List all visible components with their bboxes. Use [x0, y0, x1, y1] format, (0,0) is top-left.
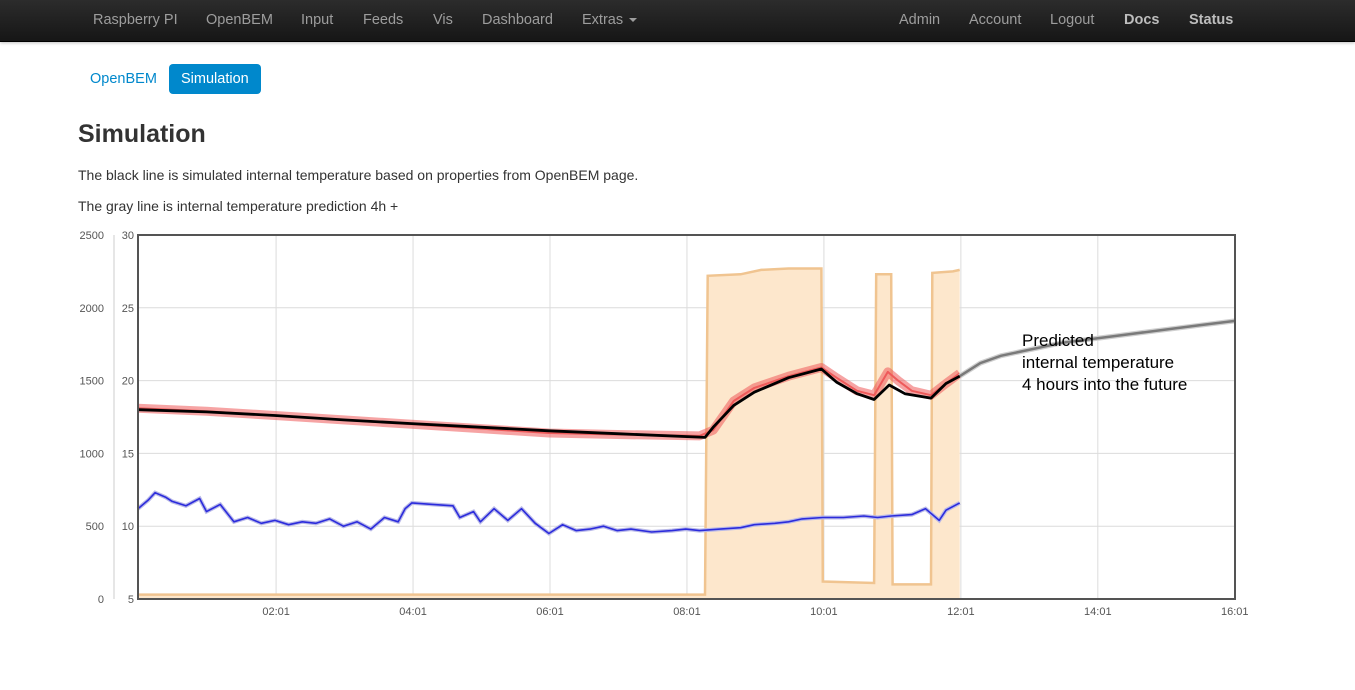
nav-openbem[interactable]: OpenBEM	[206, 12, 273, 28]
tab-simulation[interactable]: Simulation	[169, 64, 261, 94]
description-gray-line: The gray line is internal temperature pr…	[78, 198, 399, 214]
power-layer	[138, 267, 960, 599]
simulated-line	[137, 367, 961, 439]
lines-layer	[136, 318, 1236, 536]
plot-frame	[137, 234, 1236, 600]
x-tick-label: 02:01	[262, 606, 290, 618]
description-black-line: The black line is simulated internal tem…	[78, 167, 639, 183]
x-tick-label: 04:01	[399, 606, 427, 618]
nav-account[interactable]: Account	[969, 12, 1022, 28]
x-tick-label: 14:01	[1084, 606, 1112, 618]
y-right-tick-label: 25	[122, 303, 134, 315]
y-left-tick-label: 2000	[80, 303, 104, 315]
power-area	[138, 268, 960, 599]
nav-raspberry-pi[interactable]: Raspberry PI	[93, 12, 178, 28]
y-left-tick-label: 1500	[80, 376, 104, 388]
measured-line	[137, 366, 961, 437]
nav-feeds[interactable]: Feeds	[363, 12, 404, 28]
external-line	[137, 491, 961, 535]
y-right-tick-label: 30	[122, 230, 134, 242]
nav-extras[interactable]: Extras	[582, 0, 638, 41]
page-title: Simulation	[78, 120, 206, 148]
x-tick-label: 06:01	[536, 606, 564, 618]
nav-admin[interactable]: Admin	[899, 12, 941, 28]
caret-down-icon	[629, 18, 638, 23]
y-left-tick-label: 500	[86, 521, 104, 533]
nav-vis[interactable]: Vis	[433, 12, 453, 28]
ticks-layer: 0 500 1000 1500 2000 2500 5 10 15 20 25 30 02:01 04:0…	[80, 230, 1249, 618]
simulation-chart: 0 500 1000 1500 2000 2500 5 10 15 20 25 30 02:01 04:0…	[80, 230, 1249, 618]
annotation-line-2: internal temperature	[1022, 353, 1174, 372]
y-left-tick-label: 1000	[80, 448, 104, 460]
y-right-tick-label: 20	[122, 376, 134, 388]
y-left-tick-label: 2500	[80, 230, 104, 242]
nav-docs[interactable]: Docs	[1124, 12, 1160, 28]
y-right-tick-label: 5	[128, 594, 134, 606]
x-tick-label: 12:01	[947, 606, 975, 618]
y-right-tick-label: 10	[122, 521, 134, 533]
annotation-line-1: Predicted	[1022, 331, 1094, 350]
nav-extras-label: Extras	[582, 12, 624, 28]
y-right-tick-label: 15	[122, 448, 134, 460]
nav-input[interactable]: Input	[301, 12, 334, 28]
nav-status[interactable]: Status	[1189, 12, 1234, 28]
x-tick-label: 08:01	[673, 606, 701, 618]
x-tick-label: 10:01	[810, 606, 838, 618]
nav-logout[interactable]: Logout	[1050, 12, 1095, 28]
external-shadow	[136, 490, 961, 536]
y-left-tick-label: 0	[98, 594, 104, 606]
prediction-line	[959, 319, 1236, 378]
annotation-line-3: 4 hours into the future	[1022, 375, 1187, 394]
x-tick-label: 16:01	[1221, 606, 1249, 618]
power-line	[138, 267, 960, 596]
tab-openbem[interactable]: OpenBEM	[90, 71, 157, 87]
navbar: Raspberry PI OpenBEM Input Feeds Vis Das…	[0, 0, 1355, 42]
nav-dashboard[interactable]: Dashboard	[482, 12, 553, 28]
